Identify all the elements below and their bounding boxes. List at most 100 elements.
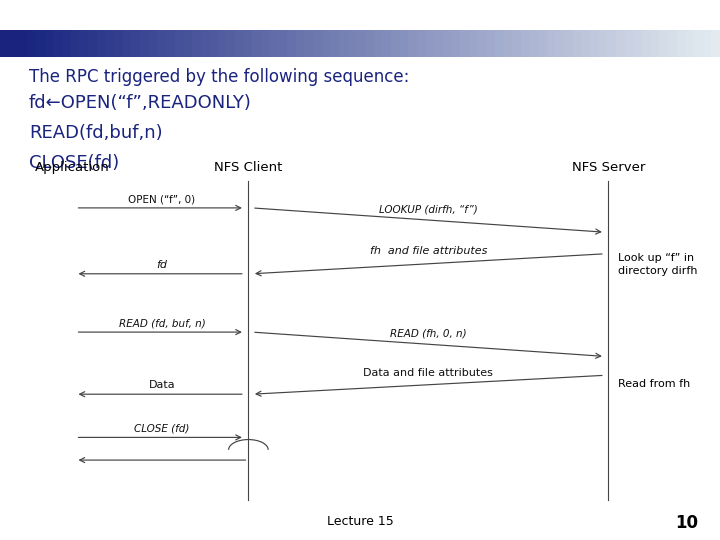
Bar — [296, 30, 305, 57]
Bar — [573, 30, 582, 57]
Text: CLOSE (fd): CLOSE (fd) — [135, 423, 189, 434]
Bar — [703, 30, 711, 57]
Bar — [174, 30, 183, 57]
Text: NFS Server: NFS Server — [572, 161, 645, 174]
Bar — [305, 30, 313, 57]
Bar — [114, 30, 122, 57]
Bar — [547, 30, 556, 57]
Bar — [634, 30, 642, 57]
Bar — [668, 30, 677, 57]
Bar — [140, 30, 148, 57]
Bar — [62, 30, 71, 57]
Bar — [625, 30, 634, 57]
Bar — [313, 30, 322, 57]
Bar — [408, 30, 417, 57]
Bar — [53, 30, 62, 57]
Bar — [469, 30, 477, 57]
Bar — [148, 30, 157, 57]
Bar — [365, 30, 374, 57]
Text: Look up “f” in
directory dirfh: Look up “f” in directory dirfh — [618, 253, 697, 276]
Bar — [486, 30, 495, 57]
Text: CLOSE(fd): CLOSE(fd) — [29, 154, 119, 172]
Bar — [322, 30, 330, 57]
Text: READ(fd,buf,n): READ(fd,buf,n) — [29, 124, 163, 142]
Bar — [71, 30, 79, 57]
Bar — [608, 30, 616, 57]
Bar — [556, 30, 564, 57]
Bar — [660, 30, 668, 57]
Bar — [253, 30, 261, 57]
Bar — [235, 30, 244, 57]
Text: fh  and file attributes: fh and file attributes — [369, 246, 487, 256]
Bar — [0, 30, 27, 57]
Bar — [330, 30, 339, 57]
Text: The RPC triggered by the following sequence:: The RPC triggered by the following seque… — [29, 68, 409, 85]
Bar — [36, 30, 45, 57]
Bar — [616, 30, 625, 57]
Bar — [426, 30, 434, 57]
Text: Application: Application — [35, 161, 109, 174]
Bar — [200, 30, 210, 57]
Bar — [157, 30, 166, 57]
Bar — [183, 30, 192, 57]
Bar — [694, 30, 703, 57]
Text: fd: fd — [156, 260, 168, 270]
Text: 10: 10 — [675, 514, 698, 532]
Bar — [400, 30, 408, 57]
Bar — [512, 30, 521, 57]
Bar — [642, 30, 651, 57]
Text: Read from fh: Read from fh — [618, 380, 690, 389]
Bar — [677, 30, 685, 57]
Bar — [27, 30, 36, 57]
Bar — [356, 30, 365, 57]
Text: READ (fh, 0, n): READ (fh, 0, n) — [390, 328, 467, 339]
Bar — [227, 30, 235, 57]
Bar — [434, 30, 443, 57]
Text: Lecture 15: Lecture 15 — [327, 515, 393, 528]
Bar — [122, 30, 131, 57]
Bar — [105, 30, 114, 57]
Bar — [244, 30, 253, 57]
Bar — [477, 30, 486, 57]
Bar — [279, 30, 287, 57]
Bar — [374, 30, 382, 57]
Bar — [192, 30, 200, 57]
Bar — [88, 30, 96, 57]
Bar — [261, 30, 270, 57]
Text: fd←OPEN(“f”,READONLY): fd←OPEN(“f”,READONLY) — [29, 94, 252, 112]
Bar — [391, 30, 400, 57]
Text: Data and file attributes: Data and file attributes — [364, 368, 493, 378]
Bar — [711, 30, 720, 57]
Bar — [503, 30, 512, 57]
Text: LOOKUP (dirfh, “f”): LOOKUP (dirfh, “f”) — [379, 204, 478, 214]
Bar — [590, 30, 599, 57]
Bar — [45, 30, 53, 57]
Bar — [582, 30, 590, 57]
Text: READ (fd, buf, n): READ (fd, buf, n) — [119, 318, 205, 328]
Bar — [495, 30, 503, 57]
Bar — [443, 30, 451, 57]
Bar — [451, 30, 460, 57]
Text: OPEN (“f”, 0): OPEN (“f”, 0) — [128, 194, 196, 204]
Bar — [96, 30, 105, 57]
Bar — [218, 30, 227, 57]
Bar — [339, 30, 348, 57]
Bar — [382, 30, 391, 57]
Bar — [564, 30, 573, 57]
Bar — [270, 30, 279, 57]
Bar — [79, 30, 88, 57]
Bar — [460, 30, 469, 57]
Bar — [417, 30, 426, 57]
Bar — [287, 30, 296, 57]
Bar — [599, 30, 608, 57]
Bar — [521, 30, 529, 57]
Bar — [529, 30, 538, 57]
Text: NFS Client: NFS Client — [215, 161, 282, 174]
Text: Data: Data — [149, 380, 175, 390]
Bar — [166, 30, 174, 57]
Bar — [538, 30, 547, 57]
Bar — [685, 30, 694, 57]
Bar — [131, 30, 140, 57]
Bar — [210, 30, 218, 57]
Bar — [348, 30, 356, 57]
